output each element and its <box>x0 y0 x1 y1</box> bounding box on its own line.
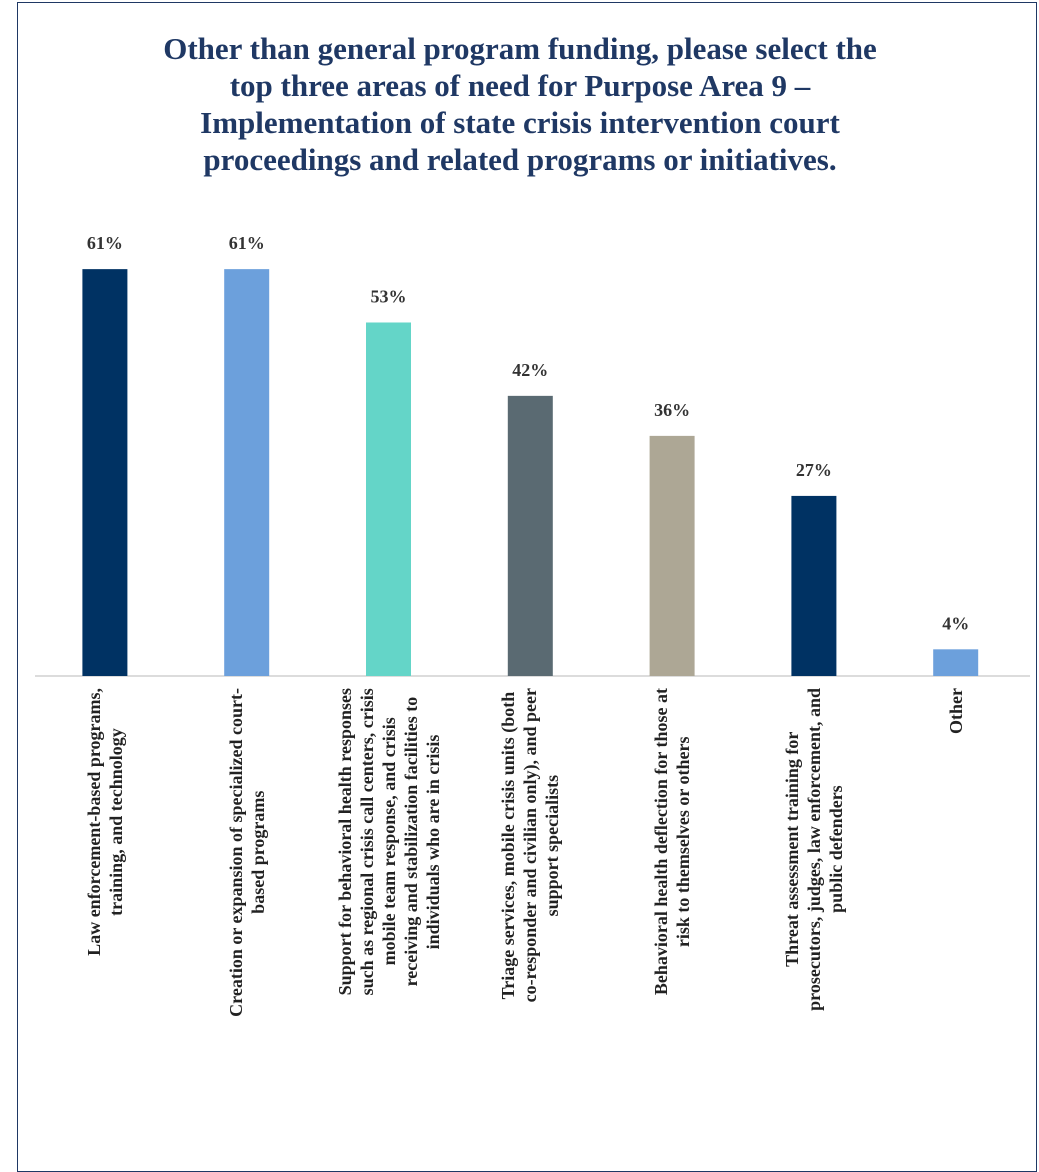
value-label: 42% <box>512 360 548 380</box>
bar <box>791 495 837 676</box>
value-label: 61% <box>87 233 123 253</box>
x-tick-label: Behavioral health deflection for those a… <box>651 688 694 996</box>
value-label: 53% <box>371 286 407 306</box>
bar <box>933 649 979 676</box>
bar <box>224 269 270 676</box>
x-tick-label: Other <box>945 688 966 734</box>
bar <box>649 435 695 676</box>
x-tick-label: Triage services, mobile crisis units (bo… <box>498 688 563 1003</box>
value-label: 4% <box>942 613 969 633</box>
x-tick-label: Creation or expansion of specialized cou… <box>225 688 268 1017</box>
x-tick-label: Law enforcement-based programs, training… <box>83 688 126 956</box>
bar <box>507 395 553 676</box>
value-label: 61% <box>229 233 265 253</box>
value-label: 36% <box>654 400 690 420</box>
x-tick-label: Support for behavioral health responses … <box>334 688 443 996</box>
bar <box>82 269 128 676</box>
chart-title: Other than general program funding, plea… <box>163 31 877 177</box>
x-tick-label: Threat assessment training for prosecuto… <box>781 688 846 1011</box>
bar <box>366 322 411 676</box>
value-label: 27% <box>796 460 832 480</box>
